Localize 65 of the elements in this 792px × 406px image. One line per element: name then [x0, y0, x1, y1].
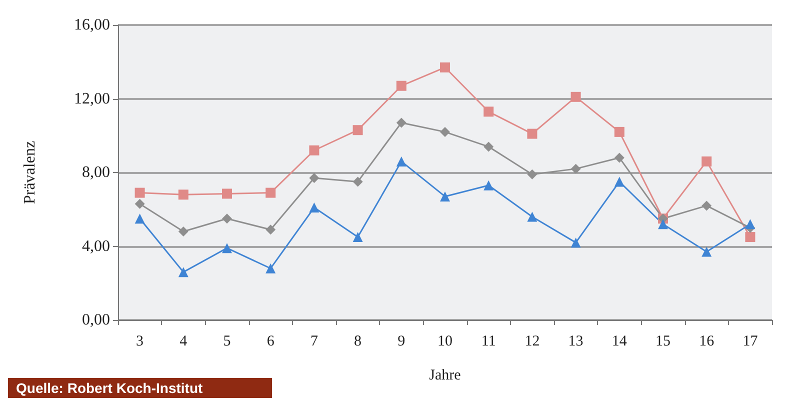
x-tick-label: 9 [398, 334, 406, 350]
point [352, 176, 363, 187]
point [527, 169, 538, 180]
point [134, 214, 145, 224]
y-tick-label: 4,00 [82, 238, 110, 255]
x-tick-label: 4 [180, 334, 188, 350]
point [396, 118, 406, 128]
point [178, 190, 188, 200]
point [702, 156, 712, 166]
point [570, 92, 581, 102]
point [134, 188, 145, 198]
point [309, 145, 320, 156]
point [614, 176, 624, 187]
point [527, 212, 538, 222]
point [309, 202, 320, 213]
x-tick-label: 10 [438, 334, 452, 350]
x-tick-label: 11 [481, 334, 496, 350]
point [440, 62, 450, 72]
point [352, 232, 363, 242]
point [396, 156, 406, 166]
point [309, 173, 320, 184]
point [570, 164, 581, 174]
point [702, 246, 712, 257]
point [745, 232, 756, 242]
x-axis-title: Jahre [429, 368, 462, 384]
y-axis-title: Prävalenz [22, 140, 38, 204]
x-tick-label: 17 [742, 334, 758, 350]
point [178, 226, 188, 236]
point [352, 125, 363, 136]
point [134, 198, 145, 209]
point [658, 219, 668, 230]
point [702, 200, 712, 211]
x-tick-label: 12 [524, 334, 540, 350]
point [266, 263, 276, 274]
point [222, 214, 232, 224]
y-tick-label: 16,00 [74, 16, 110, 34]
source-note: Quelle: Robert Koch-Institut [16, 380, 203, 396]
x-tick-label: 6 [266, 334, 275, 350]
point [396, 80, 406, 91]
x-tick-label: 15 [656, 334, 670, 350]
point [484, 180, 494, 190]
point [527, 128, 538, 139]
point [484, 106, 494, 117]
x-tick-label: 16 [699, 334, 715, 350]
x-tick-label: 5 [223, 334, 231, 350]
y-tick-label: 12,00 [74, 90, 110, 108]
x-tick-label: 7 [310, 334, 318, 350]
x-tick-label: 13 [568, 334, 584, 350]
point [614, 152, 624, 163]
y-tick-label: 8,00 [82, 164, 110, 181]
point [440, 126, 450, 137]
point [570, 238, 581, 248]
point [266, 224, 276, 235]
point [222, 243, 232, 254]
y-tick-label: 0,00 [82, 312, 110, 328]
x-tick-label: 3 [136, 334, 144, 350]
x-tick-label: 8 [354, 334, 362, 350]
point [484, 142, 494, 152]
point [222, 188, 232, 199]
x-tick-label: 14 [612, 334, 628, 350]
point [266, 188, 276, 198]
point [614, 126, 624, 137]
point [178, 267, 188, 278]
point [440, 191, 450, 202]
point [745, 219, 756, 230]
